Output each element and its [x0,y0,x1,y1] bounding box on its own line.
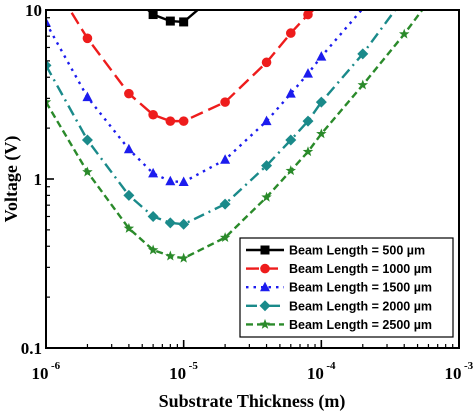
x-tick-label: 10 -6 [32,360,61,383]
data-point-4-1 [46,59,52,71]
y-axis-title: Voltage (V) [1,136,22,223]
svg-text:10: 10 [169,364,186,383]
data-point-2-8 [285,28,296,38]
data-point-1-2 [165,16,175,26]
x-tick-label: 10 -5 [169,360,198,383]
data-point-1-3 [179,17,189,27]
data-point-5-11 [316,128,327,139]
svg-text:-3: -3 [464,360,474,372]
svg-text:-6: -6 [51,360,61,372]
x-axis-title: Substrate Thickness (m) [159,391,346,412]
data-point-5-9 [285,165,297,176]
data-point-3-8 [261,115,272,126]
data-point-5-2 [82,166,93,177]
data-point-2-6 [220,97,230,107]
data-point-1-1 [148,10,158,20]
series-3 [46,10,364,186]
svg-text:10: 10 [32,364,49,383]
data-point-4-2 [81,134,93,146]
data-point-4-7 [219,198,231,210]
data-point-3-10 [302,68,313,78]
series-line-5 [46,10,424,260]
data-point-5-3 [123,222,135,233]
legend-item-1: Beam Length = 500 µm [246,244,425,258]
data-point-5-10 [302,146,314,157]
series-4 [46,10,397,230]
x-tick-label: 10 -4 [307,360,336,383]
data-point-4-10 [302,115,314,127]
data-point-3-9 [285,88,296,98]
series-5 [46,10,424,263]
svg-text:10: 10 [307,364,324,383]
data-point-5-8 [261,191,272,202]
data-point-4-4 [147,210,159,222]
data-point-5-5 [165,250,176,261]
legend-marker-5 [259,318,271,329]
data-point-3-6 [178,176,189,186]
data-point-4-11 [315,96,327,108]
legend-item-3: Beam Length = 1500 µm [246,281,432,295]
data-point-5-7 [219,232,231,243]
y-tick-label: 0.1 [21,339,42,358]
data-point-3-3 [123,143,134,154]
legend-label: Beam Length = 1500 µm [289,281,432,295]
data-point-4-9 [285,134,297,146]
data-point-5-4 [147,244,159,255]
legend-label: Beam Length = 2000 µm [289,299,432,313]
legend-marker-4 [259,300,271,312]
svg-text:10: 10 [445,364,462,383]
series-layer [46,10,424,263]
data-point-2-1 [82,33,93,44]
legend-label: Beam Length = 1000 µm [289,262,432,276]
legend-item-2: Beam Length = 1000 µm [246,262,432,276]
legend-item-4: Beam Length = 2000 µm [246,299,432,313]
data-point-4-8 [261,160,273,172]
data-point-5-1 [46,96,52,107]
data-point-3-1 [46,17,51,27]
data-point-4-3 [123,189,135,201]
data-point-3-4 [148,167,159,178]
data-point-4-6 [178,218,190,230]
legend-marker-2 [260,263,270,274]
series-line-3 [46,10,364,184]
legend-box [239,237,454,338]
svg-text:-4: -4 [326,360,336,372]
legend-label: Beam Length = 500 µm [289,244,425,258]
legend-item-5: Beam Length = 2500 µm [246,318,432,332]
data-point-5-6 [178,252,189,263]
data-point-2-2 [124,88,134,99]
data-point-2-5 [178,116,189,126]
data-point-3-7 [220,154,231,164]
data-point-3-11 [316,51,327,61]
data-point-2-3 [148,109,158,120]
data-point-2-7 [261,57,272,68]
y-tick-label: 1 [34,170,43,189]
data-point-3-5 [165,175,176,186]
series-line-4 [46,10,397,226]
series-2 [68,10,316,126]
legend-marker-1 [260,245,270,255]
data-point-5-12 [357,79,369,90]
data-point-5-13 [398,28,410,39]
x-tick-label: 10 -3 [445,360,474,383]
legend-marker-3 [260,281,270,292]
data-point-4-12 [357,48,369,60]
data-point-4-5 [164,217,176,229]
data-point-2-4 [165,116,176,126]
data-point-2-9 [303,10,313,20]
legend-label: Beam Length = 2500 µm [289,318,432,332]
data-point-3-2 [82,91,93,102]
series-1 [146,10,200,27]
svg-text:-5: -5 [189,360,199,372]
legend: Beam Length = 500 µm Beam Length = 1000 µ… [239,237,454,338]
y-tick-label: 10 [25,1,42,20]
